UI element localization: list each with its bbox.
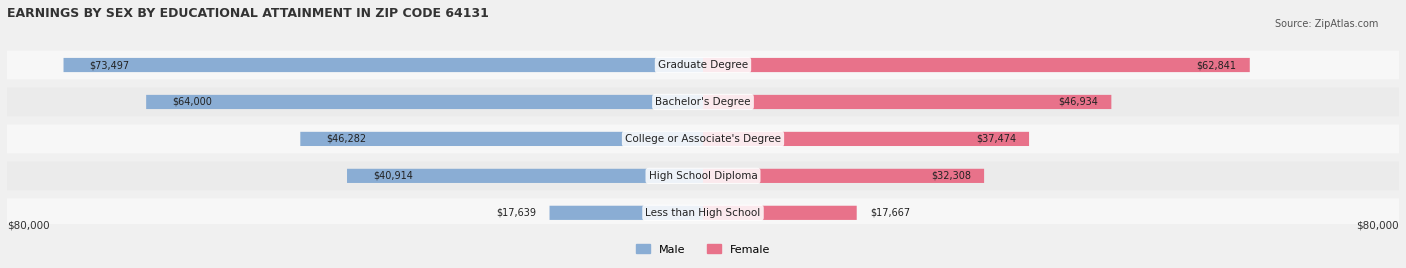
Text: Less than High School: Less than High School [645,208,761,218]
FancyBboxPatch shape [550,206,703,220]
Text: $32,308: $32,308 [931,171,972,181]
FancyBboxPatch shape [7,198,1399,227]
FancyBboxPatch shape [7,51,1399,79]
Text: $62,841: $62,841 [1197,60,1237,70]
Text: Graduate Degree: Graduate Degree [658,60,748,70]
Text: $17,667: $17,667 [870,208,910,218]
Text: $80,000: $80,000 [1357,221,1399,231]
Text: $46,934: $46,934 [1059,97,1098,107]
Text: $80,000: $80,000 [7,221,49,231]
Text: $17,639: $17,639 [496,208,537,218]
Text: $73,497: $73,497 [90,60,129,70]
Text: College or Associate's Degree: College or Associate's Degree [626,134,780,144]
Text: $37,474: $37,474 [976,134,1017,144]
Legend: Male, Female: Male, Female [631,240,775,259]
FancyBboxPatch shape [703,95,1111,109]
FancyBboxPatch shape [301,132,703,146]
FancyBboxPatch shape [703,58,1250,72]
FancyBboxPatch shape [63,58,703,72]
Text: Source: ZipAtlas.com: Source: ZipAtlas.com [1274,19,1378,29]
FancyBboxPatch shape [7,88,1399,116]
FancyBboxPatch shape [7,125,1399,153]
Text: $40,914: $40,914 [373,171,413,181]
Text: Bachelor's Degree: Bachelor's Degree [655,97,751,107]
Text: $64,000: $64,000 [173,97,212,107]
Text: High School Diploma: High School Diploma [648,171,758,181]
FancyBboxPatch shape [703,169,984,183]
FancyBboxPatch shape [7,161,1399,190]
FancyBboxPatch shape [146,95,703,109]
FancyBboxPatch shape [347,169,703,183]
FancyBboxPatch shape [703,206,856,220]
Text: $46,282: $46,282 [326,134,367,144]
Text: EARNINGS BY SEX BY EDUCATIONAL ATTAINMENT IN ZIP CODE 64131: EARNINGS BY SEX BY EDUCATIONAL ATTAINMEN… [7,7,489,20]
FancyBboxPatch shape [703,132,1029,146]
